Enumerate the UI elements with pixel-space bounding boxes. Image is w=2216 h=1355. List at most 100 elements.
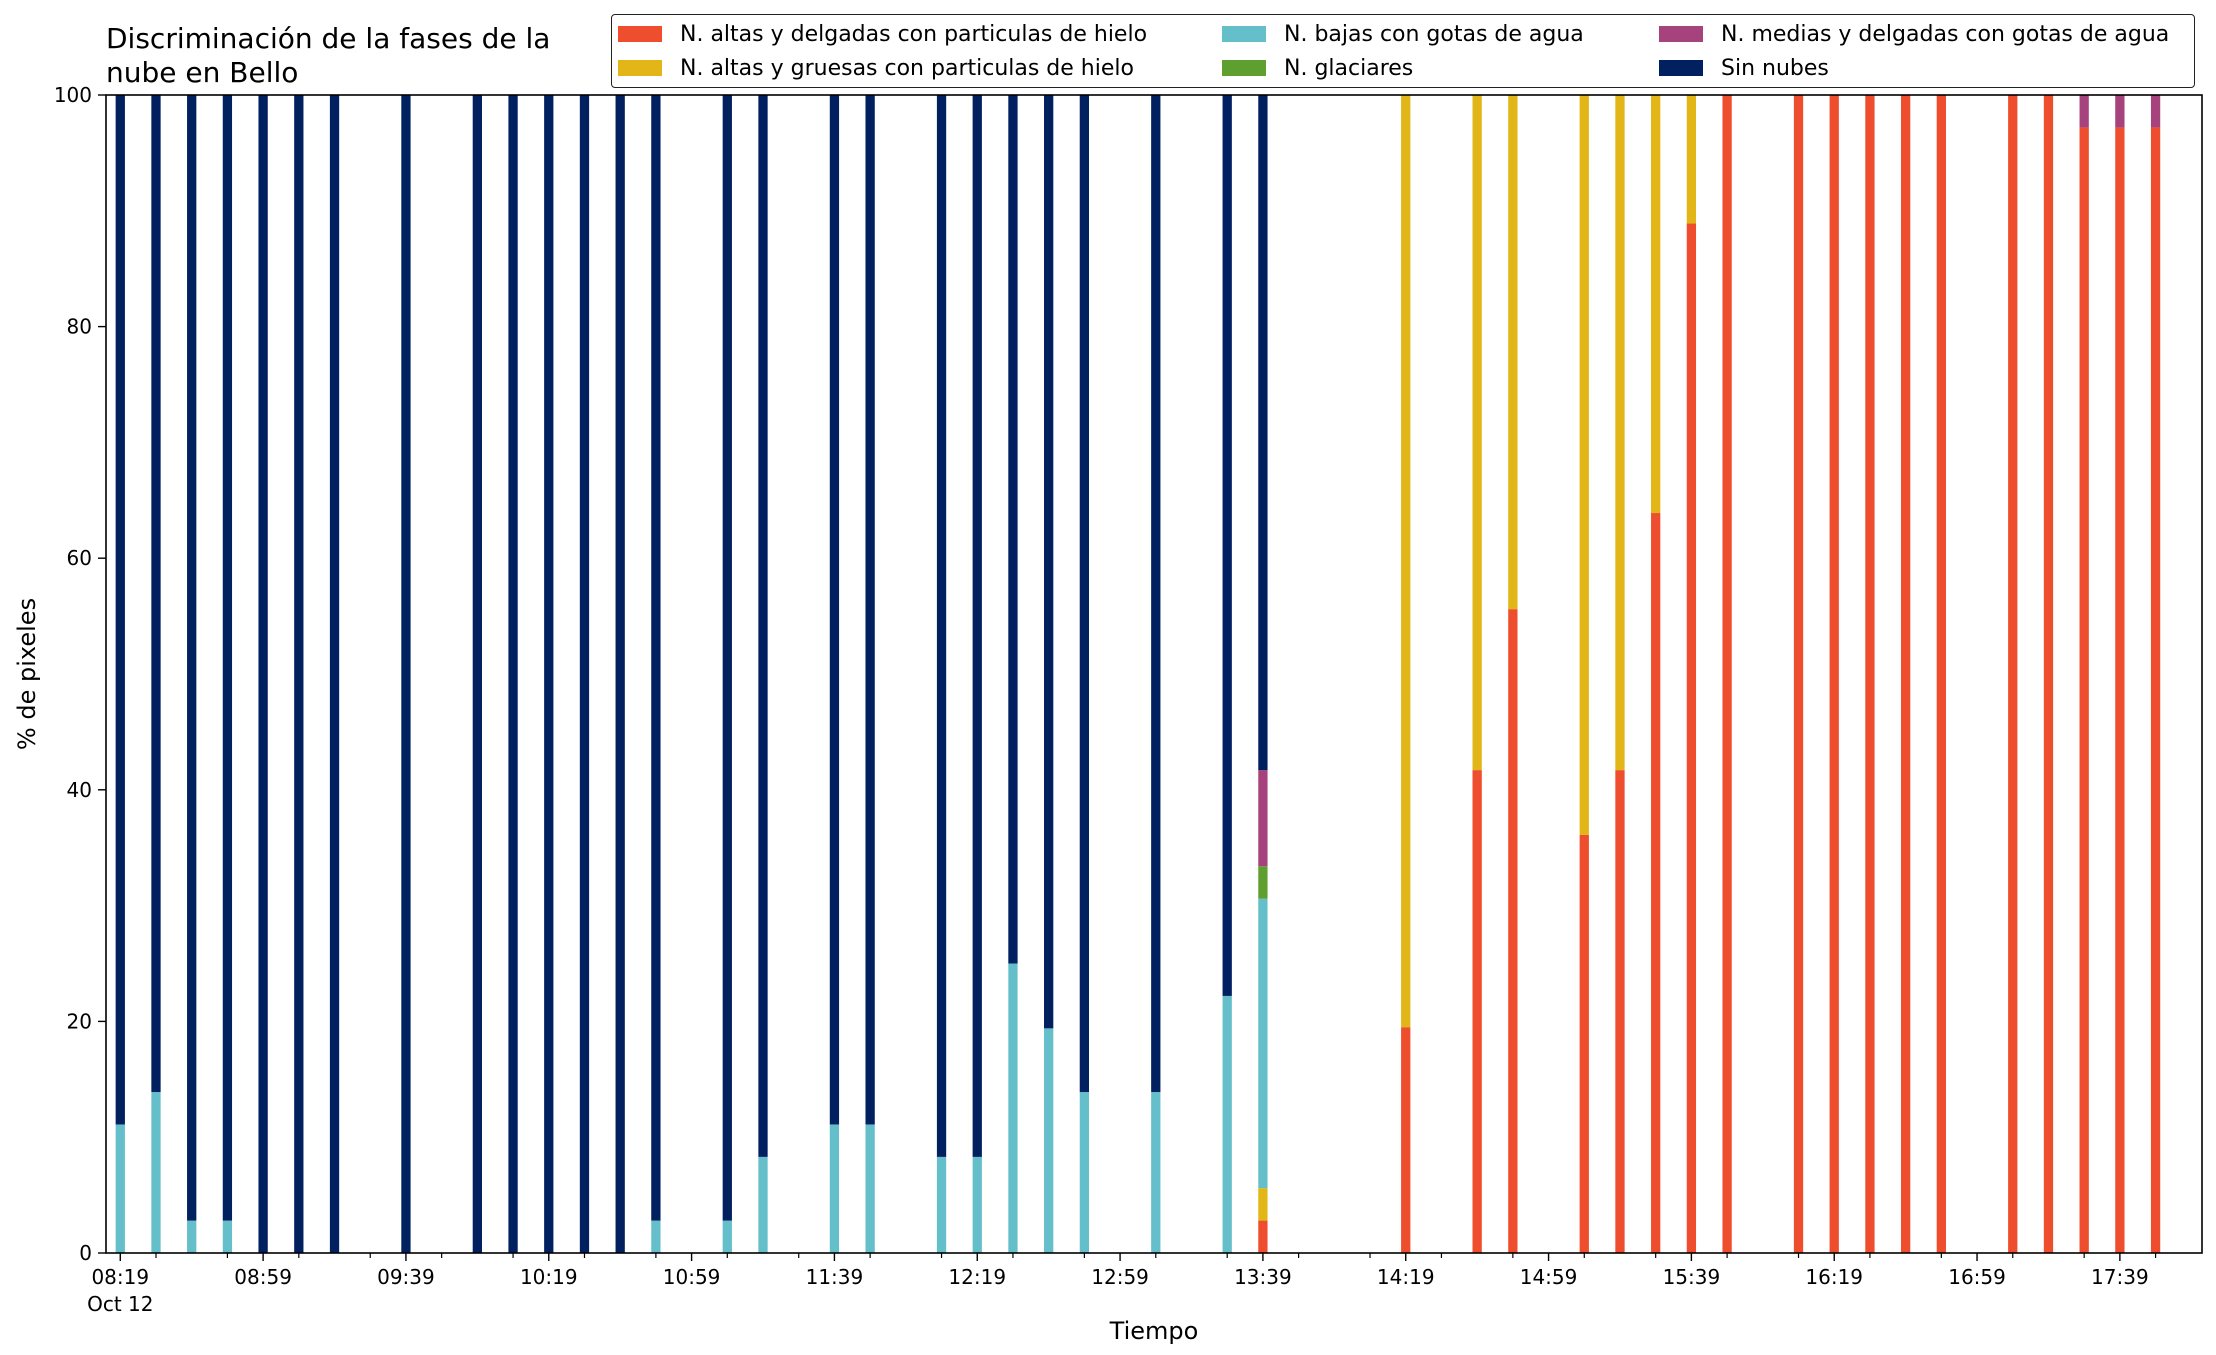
x-axis-label: Tiempo	[1109, 1317, 1199, 1345]
x-tick-label: 14:19	[1377, 1265, 1435, 1289]
legend-item: Sin nubes	[1659, 51, 1829, 85]
legend-swatch	[1222, 26, 1266, 42]
bar-segment	[1793, 95, 1804, 1253]
plot-frame	[105, 94, 2203, 1254]
bar-segment	[1222, 95, 1232, 996]
bar-segment	[651, 95, 661, 1221]
x-tick-label: 09:39	[377, 1265, 435, 1289]
x-tick-label: 16:19	[1805, 1265, 1863, 1289]
x-tick-label: 08:59	[234, 1265, 292, 1289]
legend-swatch	[1222, 60, 1266, 76]
legend-item: N. glaciares	[1222, 51, 1413, 85]
legend-item: N. medias y delgadas con gotas de agua	[1659, 17, 2169, 51]
bar-segment	[1615, 95, 1625, 771]
bar-segment	[1615, 770, 1625, 1253]
bar-segment	[865, 95, 875, 1125]
x-tick-label-date: Oct 12	[87, 1292, 153, 1316]
bar-segment	[651, 1220, 661, 1253]
bar-segment	[115, 95, 125, 1125]
bar-segment	[758, 1156, 768, 1253]
bar-segment	[472, 95, 482, 1253]
bar-segment	[972, 1156, 982, 1253]
bar-segment	[2008, 95, 2018, 1253]
x-tick-label: 17:39	[2091, 1265, 2149, 1289]
legend-swatch	[1659, 60, 1703, 76]
bar-segment	[1936, 95, 1946, 1253]
bar-segment	[258, 95, 268, 1253]
bar-segment	[1258, 95, 1268, 771]
y-tick-label: 80	[67, 315, 92, 339]
bar-segment	[401, 95, 411, 1253]
bar-segment	[222, 95, 233, 1221]
x-tick-label: 16:59	[1948, 1265, 2006, 1289]
bar-segment	[2150, 95, 2161, 128]
bar-segment	[1258, 898, 1268, 1189]
bar-segment	[115, 1124, 125, 1253]
legend-label: N. medias y delgadas con gotas de agua	[1721, 21, 2170, 47]
bar-segment	[544, 95, 554, 1253]
bar-segment	[187, 95, 197, 1221]
bar-segment	[329, 95, 340, 1253]
x-tick-label: 12:19	[948, 1265, 1006, 1289]
bar-segment	[1579, 95, 1589, 835]
x-tick-label: 12:59	[1091, 1265, 1149, 1289]
bar-segment	[1044, 1028, 1054, 1253]
bar-segment	[972, 95, 982, 1157]
bar-segment	[1900, 95, 1911, 1253]
bar-segment	[1651, 513, 1661, 1253]
bar-segment	[1258, 1220, 1268, 1253]
y-axis-label: % de pixeles	[13, 598, 41, 750]
bar-segment	[1472, 95, 1482, 771]
bar-segment	[1508, 95, 1518, 610]
bar-segment	[222, 1220, 233, 1253]
bar-segment	[1472, 770, 1482, 1253]
legend-swatch	[1659, 26, 1703, 42]
bar-segment	[2115, 95, 2125, 128]
legend-swatch	[618, 26, 662, 42]
x-tick-label: 13:39	[1234, 1265, 1292, 1289]
bar-segment	[1008, 963, 1018, 1253]
bar-segment	[1508, 609, 1518, 1253]
legend-item: N. bajas con gotas de agua	[1222, 17, 1584, 51]
legend-item: N. altas y gruesas con particulas de hie…	[618, 51, 1134, 85]
bar-segment	[1258, 1188, 1268, 1221]
bar-segment	[865, 1124, 875, 1253]
legend-label: N. glaciares	[1284, 55, 1414, 81]
y-tick-label: 20	[67, 1009, 92, 1033]
bar-segment	[936, 1156, 947, 1253]
x-tick-label: 15:39	[1663, 1265, 1721, 1289]
bar-segment	[2079, 95, 2089, 128]
y-tick-label: 60	[67, 546, 92, 570]
bar-segment	[1722, 95, 1732, 1253]
y-tick-label: 100	[54, 83, 92, 107]
y-tick-label: 0	[79, 1241, 92, 1265]
bars-layer	[115, 95, 2161, 1254]
bar-segment	[1401, 95, 1411, 1028]
bar-segment	[722, 95, 732, 1221]
bar-segment	[2150, 127, 2161, 1254]
bar-segment	[1008, 95, 1018, 964]
x-tick-label: 10:19	[520, 1265, 578, 1289]
y-tick-label: 40	[67, 778, 92, 802]
x-tick-label: 14:59	[1520, 1265, 1578, 1289]
bar-segment	[1258, 866, 1268, 899]
bar-segment	[294, 95, 304, 1253]
legend-label: Sin nubes	[1721, 55, 1829, 81]
legend-label: N. bajas con gotas de agua	[1284, 21, 1584, 47]
legend-label: N. altas y delgadas con particulas de hi…	[680, 21, 1148, 47]
bar-segment	[1686, 95, 1697, 224]
bar-segment	[758, 95, 768, 1157]
bar-segment	[508, 95, 518, 1253]
bar-segment	[829, 1124, 840, 1253]
bar-segment	[579, 95, 590, 1253]
bar-segment	[1044, 95, 1054, 1029]
bar-segment	[2079, 127, 2089, 1254]
x-tick-label: 08:19	[91, 1265, 149, 1289]
bar-segment	[1151, 1092, 1161, 1253]
bar-segment	[1079, 95, 1090, 1093]
bar-segment	[1865, 95, 1875, 1253]
chart-title: Discriminación de la fases de la nube en…	[106, 22, 551, 89]
bar-segment	[1222, 995, 1232, 1253]
bar-segment	[151, 95, 161, 1093]
